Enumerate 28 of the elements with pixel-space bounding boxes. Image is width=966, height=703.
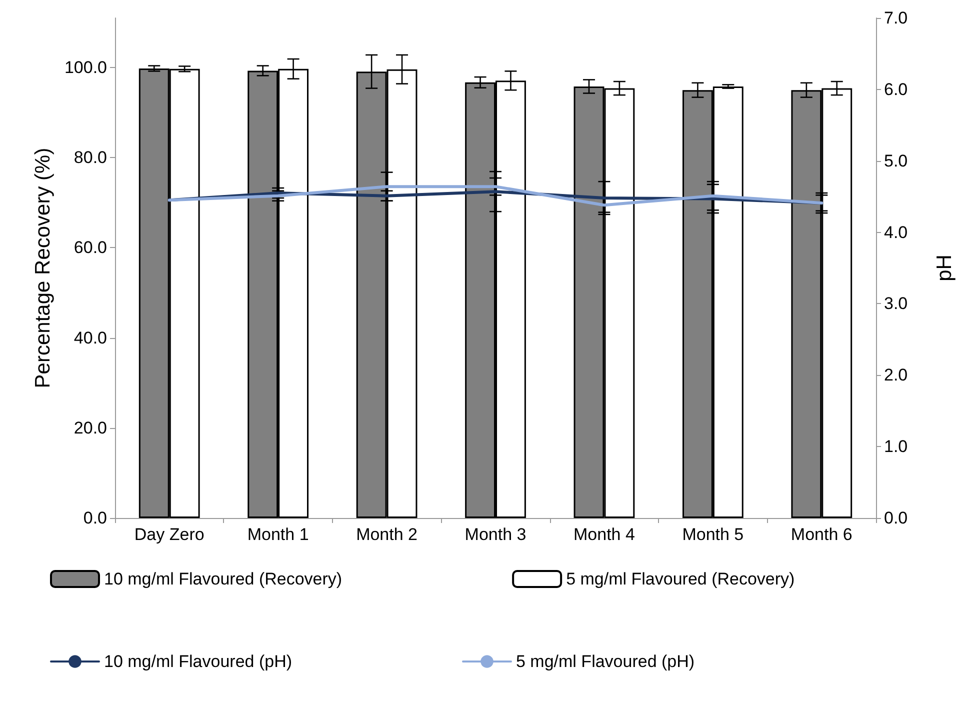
y-axis-title: Percentage Recovery (%): [32, 148, 55, 388]
y2-tick-label: 1.0: [884, 437, 908, 456]
y2-tick-label: 7.0: [884, 8, 908, 28]
y-tick-label: 0.0: [83, 508, 107, 528]
y2-tick-label: 2.0: [884, 366, 908, 385]
y-tick-label: 40.0: [74, 328, 107, 348]
legend-label: 5 mg/ml Flavoured (pH): [516, 652, 695, 671]
x-tick-label: Month 3: [464, 525, 526, 544]
y-tick-label: 80.0: [74, 148, 107, 168]
x-tick-label: Month 2: [356, 525, 418, 544]
y2-tick-label: 0.0: [884, 508, 908, 528]
line-series: [168, 185, 824, 207]
x-tick-label: Month 5: [682, 525, 744, 544]
x-tick-label: Month 6: [790, 525, 852, 544]
x-tick-label: Day Zero: [134, 525, 204, 544]
y2-tick-label: 3.0: [884, 294, 908, 314]
y2-tick-label: 4.0: [884, 222, 908, 242]
y2-tick-label: 6.0: [884, 80, 908, 99]
legend-label: 5 mg/ml Flavoured (Recovery): [566, 570, 795, 588]
y-tick-label: 20.0: [74, 418, 107, 438]
y-tick-label: 100.0: [64, 58, 107, 78]
legend-label: 10 mg/ml Flavoured (pH): [104, 652, 292, 671]
y2-tick-label: 5.0: [884, 151, 908, 170]
x-tick-label: Month 1: [247, 525, 309, 544]
y-tick-label: 60.0: [74, 238, 107, 258]
x-tick-label: Month 4: [573, 525, 635, 544]
legend-label: 10 mg/ml Flavoured (Recovery): [104, 570, 342, 588]
y2-axis-title: pH: [933, 254, 956, 282]
